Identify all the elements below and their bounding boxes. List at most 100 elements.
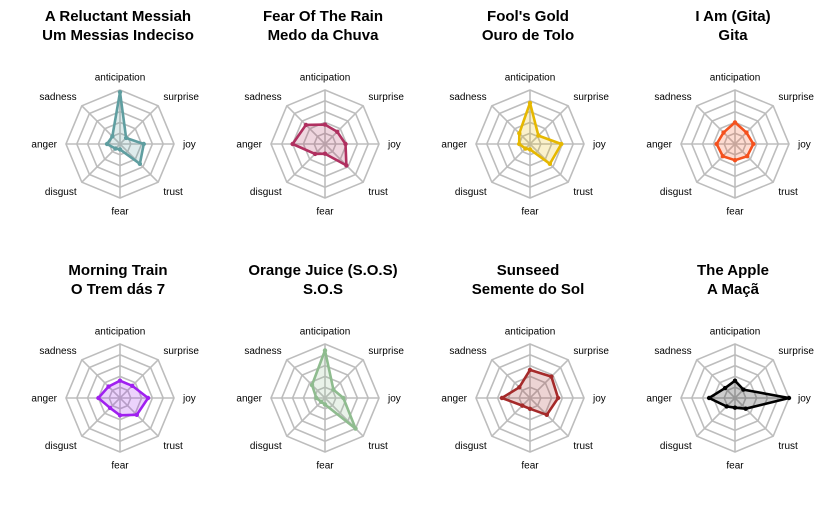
data-point-fear [322,151,328,156]
axis-label-disgust: disgust [45,187,77,198]
data-point-joy [786,395,792,401]
axis-label-fear: fear [521,461,539,472]
axis-label-fear: fear [111,461,129,472]
axis-label-sadness: sadness [39,92,76,103]
axis-label-anger: anger [31,140,57,151]
axis-label-fear: fear [521,207,539,218]
axis-label-trust: trust [368,441,388,452]
data-point-sadness [517,131,522,136]
radar-chart-3: Fool's Gold Ouro de Tolo anticipation surpr… [441,8,609,218]
data-point-trust [743,406,748,411]
axis-label-sadness: sadness [244,346,281,357]
data-point-surprise [549,374,554,379]
spoke-sadness [696,359,736,399]
axis-label-disgust: disgust [250,187,282,198]
data-point-disgust [520,403,525,408]
axis-label-disgust: disgust [660,441,692,452]
data-point-surprise [130,383,135,388]
data-point-joy [341,395,346,401]
radar-chart-2: Fear Of The Rain Medo da Chuva anticipatio… [236,8,404,218]
spoke-surprise [119,359,159,399]
axis-label-disgust: disgust [45,441,77,452]
axis-label-trust: trust [163,441,183,452]
axis-label-anticipation: anticipation [505,73,556,84]
spoke-trust [119,397,159,437]
axis-label-anger: anger [31,394,57,405]
axis-label-anticipation: anticipation [300,73,351,84]
axis-label-joy: joy [797,140,811,151]
data-point-disgust [107,405,113,411]
data-point-sadness [110,134,115,139]
chart-title-line1: Fear Of The Rain [263,8,383,25]
axis-label-disgust: disgust [455,187,487,198]
chart-title-line1: A Reluctant Messiah [45,8,191,25]
axis-label-disgust: disgust [250,441,282,452]
axis-label-surprise: surprise [368,92,404,103]
data-point-disgust [113,146,118,151]
data-point-joy [751,141,756,147]
data-point-trust [745,154,750,159]
chart-title-line1: Morning Train [68,262,167,279]
data-point-surprise [331,387,336,392]
spoke-disgust [491,143,531,183]
chart-title-line1: Sunseed [497,262,560,279]
data-point-anticipation [732,120,738,125]
axis-label-trust: trust [573,441,593,452]
data-point-anger [714,141,719,147]
data-point-surprise [536,133,541,138]
axis-label-sadness: sadness [654,346,691,357]
data-point-anticipation [322,122,328,127]
axis-label-anger: anger [236,140,262,151]
data-point-disgust [720,154,725,159]
data-point-sadness [722,385,728,391]
axis-label-anger: anger [441,394,467,405]
data-point-sadness [517,385,522,390]
axis-label-surprise: surprise [573,92,609,103]
axis-label-fear: fear [726,461,744,472]
chart-title-line2: Um Messias Indeciso [42,27,194,44]
axis-label-anger: anger [646,140,672,151]
spoke-disgust [696,143,736,183]
data-point-anticipation [527,100,533,106]
chart-title-line2: Medo da Chuva [268,27,380,44]
radar-chart-7: Sunseed Semente do Sol anticipation surpris… [441,262,609,472]
data-point-trust [344,163,349,168]
data-point-joy [141,141,146,147]
axis-label-anticipation: anticipation [300,327,351,338]
chart-title-line1: Orange Juice (S.O.S) [248,262,397,279]
axis-label-surprise: surprise [573,346,609,357]
axis-label-joy: joy [797,394,811,405]
chart-title-line2: A Maçã [707,281,760,298]
chart-title-line2: S.O.S [303,281,343,298]
spoke-disgust [286,143,326,183]
data-point-anger [290,141,295,147]
data-point-joy [555,395,561,401]
spoke-sadness [491,359,531,399]
spoke-sadness [286,359,326,399]
axis-label-disgust: disgust [660,187,692,198]
axis-label-disgust: disgust [455,441,487,452]
spoke-trust [734,143,774,183]
spoke-sadness [81,359,121,399]
data-point-fear [322,402,328,407]
spoke-sadness [696,105,736,145]
spoke-surprise [529,359,569,399]
chart-title-line1: I Am (Gita) [695,8,770,25]
data-point-trust [134,412,140,418]
data-point-anger [314,395,319,401]
axis-label-fear: fear [111,207,129,218]
data-point-disgust [318,399,324,405]
spoke-surprise [324,105,364,145]
spoke-surprise [734,105,774,145]
data-point-sadness [309,382,315,388]
data-point-fear [732,158,738,163]
axis-label-trust: trust [778,187,798,198]
axis-label-trust: trust [778,441,798,452]
data-point-fear [732,405,738,410]
axis-label-surprise: surprise [163,92,199,103]
data-point-anticipation [527,367,533,373]
axis-label-anticipation: anticipation [710,73,761,84]
data-point-sadness [721,130,726,135]
axis-label-joy: joy [182,140,196,151]
data-point-anticipation [732,378,738,383]
